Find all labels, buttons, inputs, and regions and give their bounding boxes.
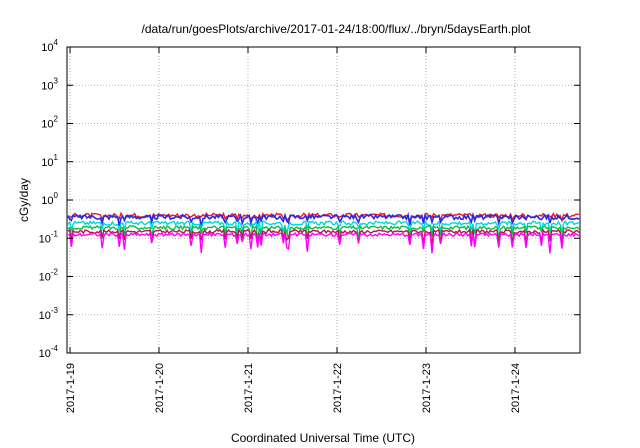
y-tick-label: 102 [41,115,58,131]
y-tick-exponent: 3 [54,76,59,85]
series-line [67,231,580,254]
x-tick-label: 2017-1-24 [510,363,522,413]
y-tick-label: 10-3 [39,306,59,322]
y-tick-base: 10 [41,42,53,54]
series-line [67,224,580,242]
x-tick-label: 2017-1-20 [154,363,166,413]
plot-frame [66,46,581,354]
y-tick-exponent: -4 [51,344,59,353]
y-tick-base: 10 [41,157,53,169]
series-line [67,228,580,248]
x-tick-label: 2017-1-21 [243,363,255,413]
y-tick-exponent: -3 [51,306,59,315]
y-tick-label: 10-2 [39,268,59,284]
grid [67,47,580,353]
y-tick-label: 101 [41,153,58,169]
y-tick-base: 10 [39,310,51,322]
y-tick-base: 10 [39,233,51,245]
y-tick-base: 10 [41,119,53,131]
y-tick-label: 100 [41,191,58,207]
y-tick-exponent: -1 [51,229,59,238]
y-tick-base: 10 [39,272,51,284]
x-axis-label: Coordinated Universal Time (UTC) [231,431,415,445]
y-axis-label: cGy/day [17,178,31,222]
series-line [67,219,580,235]
y-tick-label: 104 [41,38,58,54]
y-tick-exponent: 2 [54,115,59,124]
x-tick-label: 2017-1-19 [65,363,77,413]
series-line [67,211,580,228]
y-tick-base: 10 [41,195,53,207]
x-axis: 2017-1-19 2017-1-20 2017-1-21 2017-1-22 2017… [65,47,522,413]
series-layer [67,211,580,254]
y-tick-base: 10 [39,348,51,360]
x-tick-label: 2017-1-22 [332,363,344,413]
chart-title: /data/run/goesPlots/archive/2017-01-24/1… [142,22,532,36]
y-tick-label: 103 [41,76,58,92]
y-tick-exponent: -2 [51,268,59,277]
y-tick-label: 10-1 [39,229,59,245]
y-tick-exponent: 0 [54,191,59,200]
y-tick-label: 10-4 [39,344,59,360]
y-tick-exponent: 1 [54,153,59,162]
y-tick-base: 10 [41,80,53,92]
x-tick-label: 2017-1-23 [421,363,433,413]
y-tick-exponent: 4 [54,38,59,47]
